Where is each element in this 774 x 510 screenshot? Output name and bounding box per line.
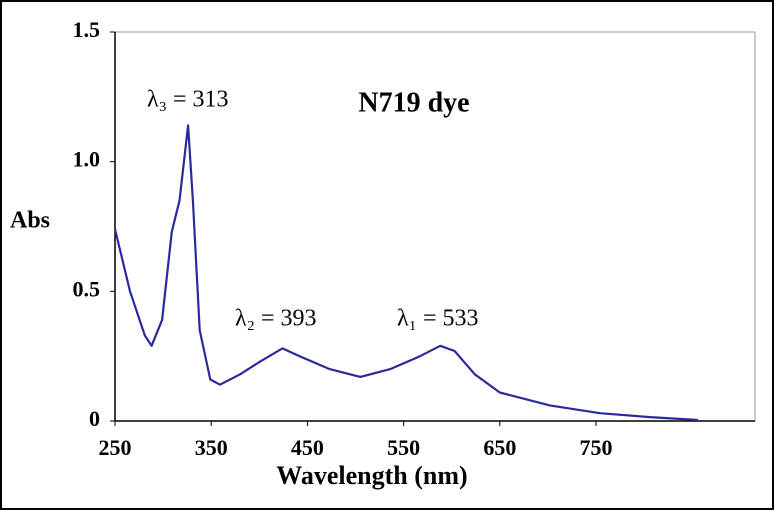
y-axis-label: Abs [10,208,50,234]
chart-title: N719 dye [358,87,469,118]
y-tick-label: 0.5 [73,276,101,301]
peak-annotation: λ₂ = 393 [235,306,317,332]
x-tick-label: 450 [291,435,324,460]
y-tick-label: 1.5 [73,17,101,42]
x-tick-label: 750 [580,435,613,460]
x-tick-label: 250 [99,435,132,460]
peak-annotation: λ₃ = 313 [147,87,229,113]
x-axis-label: Wavelength (nm) [276,461,467,490]
y-tick-label: 1.0 [73,147,101,172]
x-tick-label: 350 [195,435,228,460]
x-tick-label: 550 [387,435,420,460]
y-tick-label: 0 [89,406,100,431]
peak-annotation: λ₁ = 533 [397,306,479,332]
x-tick-label: 650 [483,435,516,460]
data-line [113,124,699,422]
